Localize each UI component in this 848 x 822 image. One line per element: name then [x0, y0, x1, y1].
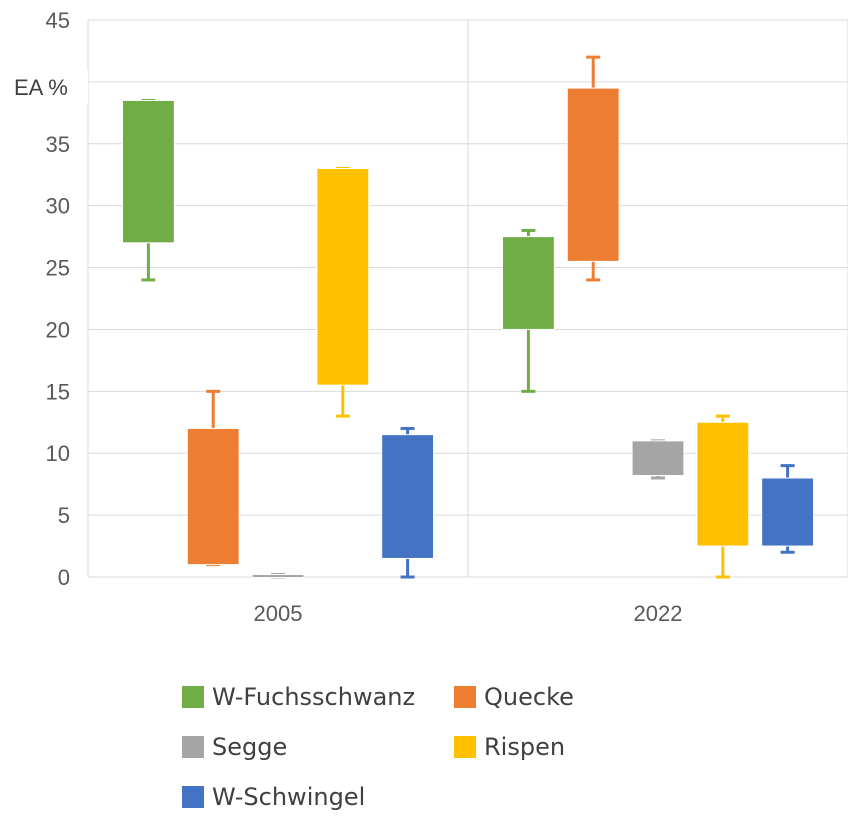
y-tick-label: 0: [58, 565, 70, 590]
legend-label-segge: Segge: [212, 733, 288, 761]
legend-label-w-schwingel: W-Schwingel: [212, 783, 366, 811]
y-tick-label: 30: [46, 194, 70, 219]
legend-row: W-Fuchsschwanz Quecke: [182, 672, 602, 722]
box-body: [501, 236, 555, 330]
y-tick-label: 20: [46, 317, 70, 342]
legend-item-segge: Segge: [182, 733, 454, 761]
box-quecke-2022: [566, 55, 620, 282]
box-w-fuchsschwanz-2022: [501, 228, 555, 393]
y-tick-label: 15: [46, 379, 70, 404]
legend-item-w-fuchsschwanz: W-Fuchsschwanz: [182, 683, 454, 711]
box-w-schwingel-2022: [761, 464, 815, 554]
box-quecke-2005: [186, 389, 240, 567]
x-axis-ticks: 2005 2022: [254, 601, 683, 626]
box-body: [251, 574, 305, 579]
legend-swatch-segge: [182, 736, 204, 758]
y-tick-label: 10: [46, 441, 70, 466]
box-body: [316, 168, 370, 386]
box-marks: [121, 55, 815, 579]
box-w-schwingel-2005: [381, 426, 435, 579]
legend-swatch-w-schwingel: [182, 786, 204, 808]
x-tick-label: 2005: [254, 601, 303, 626]
y-tick-label: 5: [58, 503, 70, 528]
legend-label-quecke: Quecke: [484, 683, 574, 711]
legend-swatch-quecke: [454, 686, 476, 708]
box-segge-2005: [251, 573, 305, 579]
x-tick-label: 2022: [634, 601, 683, 626]
legend-item-rispen: Rispen: [454, 733, 565, 761]
y-axis-label: EA %: [14, 75, 68, 100]
box-body: [121, 99, 175, 244]
box-segge-2022: [631, 439, 685, 480]
box-w-fuchsschwanz-2005: [121, 98, 175, 282]
y-tick-label: 45: [46, 8, 70, 33]
box-body: [631, 440, 685, 477]
box-body: [186, 427, 240, 566]
box-body: [761, 477, 815, 547]
y-axis-label-background: [8, 70, 88, 104]
legend: W-Fuchsschwanz Quecke Segge Rispen W-Sch…: [182, 672, 602, 822]
legend-label-w-fuchsschwanz: W-Fuchsschwanz: [212, 683, 416, 711]
y-tick-label: 35: [46, 132, 70, 157]
y-tick-label: 25: [46, 256, 70, 281]
box-body: [381, 434, 435, 559]
box-body: [696, 421, 750, 547]
legend-swatch-rispen: [454, 736, 476, 758]
legend-row: W-Schwingel: [182, 772, 602, 822]
legend-item-w-schwingel: W-Schwingel: [182, 783, 454, 811]
box-body: [566, 87, 620, 262]
box-rispen-2005: [316, 167, 370, 418]
legend-label-rispen: Rispen: [484, 733, 566, 761]
box-rispen-2022: [696, 414, 750, 579]
legend-row: Segge Rispen: [182, 722, 602, 772]
legend-item-quecke: Quecke: [454, 683, 574, 711]
legend-swatch-w-fuchsschwanz: [182, 686, 204, 708]
